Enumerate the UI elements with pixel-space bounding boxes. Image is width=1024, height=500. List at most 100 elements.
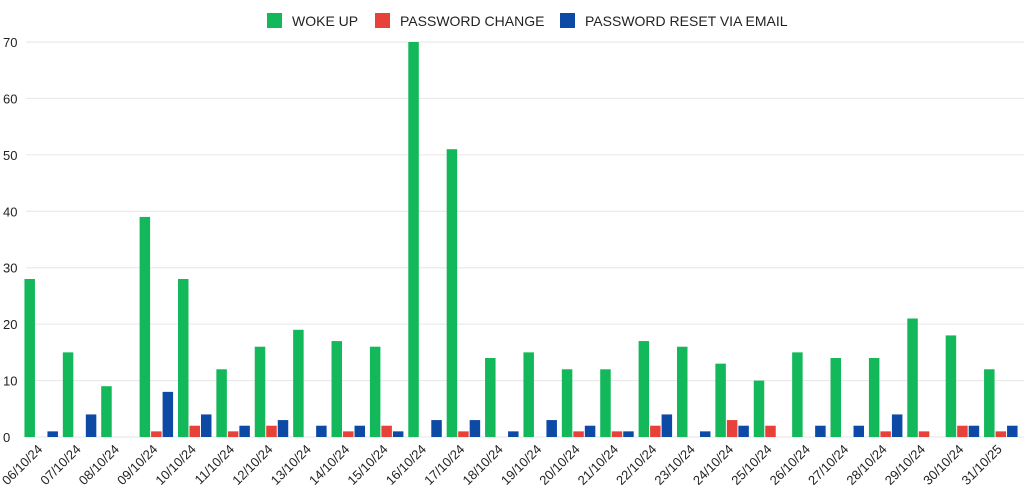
bar-password-reset-via-email [968,425,980,437]
x-tick-label: 31/10/25 [959,442,1005,488]
bar-woke-up [561,369,573,437]
bar-password-change [189,425,200,437]
bar-password-change [458,431,469,437]
bar-password-reset-via-email [738,425,749,437]
bar-password-reset-via-email [508,431,519,437]
bar-woke-up [715,363,726,437]
legend-swatch [375,13,390,28]
bar-password-reset-via-email [469,420,481,437]
bar-woke-up [62,352,74,437]
bar-password-reset-via-email [392,431,404,437]
bar-woke-up [638,341,650,437]
x-tick-label: 07/10/24 [37,442,83,488]
x-tick-label: 09/10/24 [114,442,160,488]
bar-password-change [957,425,968,437]
bars [24,42,1018,437]
x-tick-label: 23/10/24 [651,442,697,488]
x-tick-label: 12/10/24 [229,442,275,488]
y-tick-label: 0 [3,430,10,445]
x-tick-label: 18/10/24 [460,442,506,488]
x-tick-label: 13/10/24 [268,442,314,488]
bar-password-change [573,431,584,437]
bar-password-change [266,425,277,437]
bar-password-reset-via-email [584,425,596,437]
bar-woke-up [369,346,381,437]
x-axis-ticks: 06/10/2407/10/2408/10/2409/10/2410/10/24… [0,442,1005,488]
bar-woke-up [446,149,458,437]
x-tick-label: 10/10/24 [152,442,198,488]
bar-password-reset-via-email [623,431,634,437]
bar-password-reset-via-email [162,391,174,437]
bar-woke-up [331,341,343,437]
bar-password-reset-via-email [316,425,327,437]
bar-woke-up [485,358,496,437]
x-tick-label: 17/10/24 [421,442,467,488]
x-tick-label: 25/10/24 [728,442,774,488]
x-tick-label: 28/10/24 [843,442,889,488]
bar-password-change [918,431,930,437]
bar-woke-up [177,279,189,437]
bar-password-change [995,431,1007,437]
bar-woke-up [254,346,266,437]
bar-password-reset-via-email [354,425,366,437]
bar-woke-up [907,318,918,437]
bar-woke-up [24,279,35,437]
bar-password-reset-via-email [85,414,97,437]
x-tick-label: 19/10/24 [498,442,544,488]
bar-password-reset-via-email [699,431,711,437]
bar-password-change [726,420,738,437]
bar-woke-up [868,358,880,437]
bar-woke-up [293,329,304,437]
legend: WOKE UP PASSWORD CHANGE PASSWORD RESET VIA… [267,13,788,29]
x-tick-label: 20/10/24 [536,442,582,488]
bar-woke-up [676,346,688,437]
bar-password-reset-via-email [546,420,557,437]
y-axis-ticks: 0 10 20 30 40 50 60 70 [3,35,17,445]
bar-password-reset-via-email [277,420,289,437]
bar-woke-up [830,358,842,437]
bar-password-change [151,431,162,437]
legend-label: PASSWORD RESET VIA EMAIL [585,13,788,29]
x-tick-label: 30/10/24 [920,442,966,488]
x-tick-label: 14/10/24 [306,442,352,488]
bar-password-change [611,431,623,437]
legend-swatch [267,13,282,28]
bar-password-change [381,425,392,437]
bar-password-reset-via-email [431,420,442,437]
legend-swatch [560,13,575,28]
bar-password-reset-via-email [200,414,212,437]
bar-password-change [227,431,239,437]
y-tick-label: 10 [3,374,17,389]
bar-woke-up [216,369,227,437]
bar-woke-up [945,335,957,437]
bar-password-reset-via-email [1007,425,1018,437]
x-tick-label: 22/10/24 [613,442,659,488]
y-tick-label: 40 [3,204,17,219]
y-tick-label: 70 [3,35,17,50]
bar-woke-up [984,369,995,437]
bar-woke-up [408,42,419,437]
gridlines [26,41,1024,438]
bar-password-reset-via-email [47,431,58,437]
bar-password-reset-via-email [239,425,250,437]
bar-password-reset-via-email [661,414,673,437]
bar-password-reset-via-email [853,425,865,437]
x-tick-label: 08/10/24 [76,442,122,488]
bar-woke-up [600,369,611,437]
x-tick-label: 06/10/24 [0,442,45,488]
x-tick-label: 11/10/24 [192,442,238,488]
y-tick-label: 30 [3,261,17,276]
bar-password-reset-via-email [815,425,826,437]
x-tick-label: 15/10/24 [344,442,390,488]
bar-woke-up [753,380,765,437]
y-tick-label: 20 [3,317,17,332]
y-tick-label: 50 [3,148,17,163]
y-tick-label: 60 [3,91,17,106]
x-tick-label: 29/10/24 [882,442,928,488]
bar-woke-up [792,352,803,437]
x-tick-label: 27/10/24 [805,442,851,488]
bar-password-change [650,425,661,437]
x-tick-label: 16/10/24 [383,442,429,488]
